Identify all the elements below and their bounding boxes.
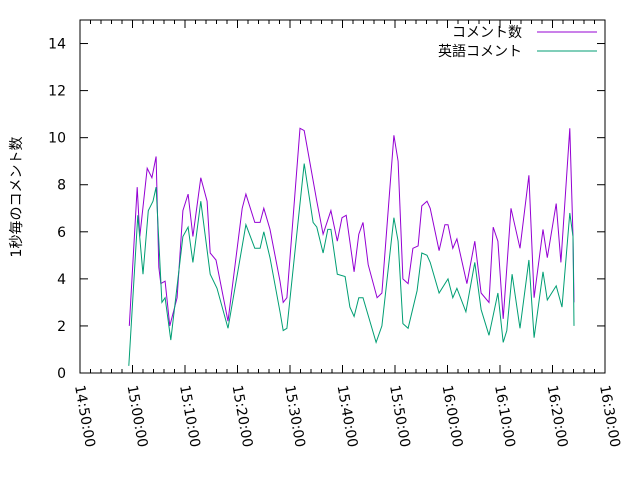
x-tick-label: 15:10:00 — [176, 384, 203, 449]
x-tick-label: 15:00:00 — [124, 384, 151, 449]
y-axis-label: 1秒毎のコメント数 — [9, 137, 25, 258]
y-tick-label: 4 — [57, 272, 66, 288]
y-tick-label: 12 — [48, 84, 66, 100]
series-line-0 — [129, 128, 574, 326]
x-tick-label: 16:10:00 — [491, 384, 518, 449]
legend-label: コメント数 — [452, 25, 522, 41]
y-tick-label: 8 — [57, 178, 66, 194]
x-tick-label: 16:30:00 — [596, 384, 623, 449]
series-lines — [129, 128, 574, 366]
x-tick-label: 15:30:00 — [281, 384, 308, 449]
x-tick-label: 14:50:00 — [71, 384, 98, 449]
y-tick-label: 0 — [57, 366, 66, 382]
y-tick-label: 2 — [57, 319, 66, 335]
x-tick-label: 15:20:00 — [229, 384, 256, 449]
legend-label: 英語コメント — [438, 43, 522, 60]
x-tick-label: 15:40:00 — [334, 384, 361, 449]
x-tick-label: 15:50:00 — [386, 384, 413, 449]
x-tick-label: 16:00:00 — [439, 384, 466, 449]
y-tick-label: 6 — [57, 225, 66, 241]
y-tick-label: 14 — [48, 37, 66, 53]
y-tick-label: 10 — [48, 131, 66, 147]
x-tick-label: 16:20:00 — [544, 384, 571, 449]
